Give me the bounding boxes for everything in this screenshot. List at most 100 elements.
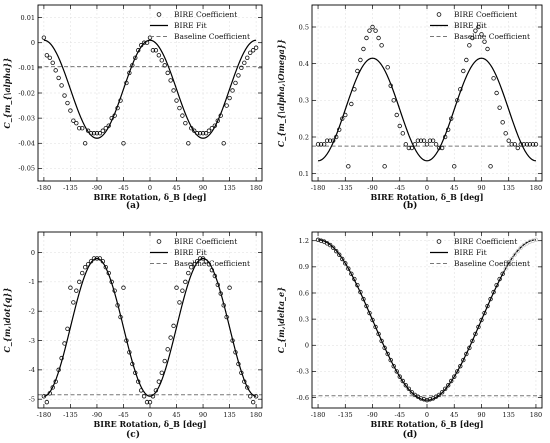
data-point [218, 291, 223, 296]
x-axis-title: BIRE Rotation, δ_B [deg] [370, 192, 483, 202]
data-point [168, 78, 173, 83]
data-point [203, 131, 209, 136]
data-point [476, 24, 481, 30]
data-point [112, 288, 117, 293]
fit-line [317, 57, 537, 162]
data-point [68, 285, 73, 290]
data-point [206, 262, 212, 267]
y-tick-label: -0.05 [18, 165, 35, 173]
data-point [349, 271, 354, 277]
data-point [212, 123, 218, 128]
data-point [50, 60, 55, 66]
data-point [44, 53, 50, 58]
data-point [233, 80, 238, 86]
data-point [194, 259, 200, 264]
data-point [324, 138, 330, 143]
data-point [337, 127, 342, 132]
data-point [100, 128, 106, 133]
data-point [144, 399, 150, 405]
data-point [439, 390, 445, 395]
data-point [506, 261, 511, 266]
data-point [206, 128, 212, 133]
x-tick-label: -180 [37, 411, 52, 419]
data-point [250, 48, 256, 53]
data-point [449, 378, 454, 384]
y-tick-label: 0.4 [299, 60, 309, 68]
data-point [394, 112, 399, 118]
data-point [340, 116, 345, 121]
data-point [127, 70, 132, 76]
data-point [364, 35, 369, 41]
data-point [250, 399, 256, 405]
data-point [171, 323, 176, 329]
data-point [80, 125, 85, 131]
data-point [47, 391, 52, 396]
panel-1: -180 -135 -90 -45 0 45 90 135 180 -0.05 -0.04 -0.03… [2, 4, 263, 211]
data-point [330, 245, 336, 250]
data-point [77, 279, 82, 285]
y-tick-label: 0.1 [299, 170, 309, 178]
data-point [358, 57, 363, 63]
data-point [183, 279, 188, 285]
data-point [503, 266, 508, 271]
data-point [168, 335, 173, 340]
data-point [503, 131, 508, 136]
x-tick-label: -180 [311, 411, 326, 419]
data-point [497, 105, 502, 110]
plot-frame [311, 4, 543, 182]
grid [38, 5, 262, 181]
y-tick-label: 0.9 [299, 263, 309, 271]
data-point [106, 270, 111, 276]
data-point [177, 300, 182, 305]
data-point [165, 347, 170, 352]
data-point [427, 138, 433, 143]
data-point [197, 256, 203, 261]
data-point [385, 65, 390, 70]
x-tick-label: 90 [199, 184, 207, 192]
data-point [242, 60, 247, 66]
data-point [62, 93, 67, 98]
data-point [130, 63, 135, 68]
data-point [409, 145, 415, 151]
x-tick-label: -45 [118, 411, 128, 419]
y-tick-label: -0.6 [296, 394, 309, 402]
data-point [458, 87, 463, 92]
x-tick-label: -135 [63, 184, 78, 192]
data-point [62, 341, 67, 346]
data-point [349, 101, 354, 107]
data-point [138, 43, 144, 48]
x-tick-label: -45 [395, 184, 405, 192]
data-point [180, 113, 185, 118]
data-point [455, 369, 460, 374]
data-point [327, 242, 333, 248]
data-point [488, 164, 493, 169]
data-point [343, 261, 348, 266]
data-point [461, 68, 466, 74]
data-point [209, 267, 215, 273]
legend-entry: BIRE Fit [174, 248, 207, 257]
data-point [91, 131, 97, 136]
x-tick-label: 135 [223, 184, 235, 192]
data-point [334, 248, 339, 254]
data-point [124, 338, 129, 343]
data-point [433, 142, 439, 147]
data-point [74, 120, 79, 126]
y-axis-title: C_{m_{\alpha,\Omega}} [276, 39, 286, 147]
y-tick-label: -0.3 [296, 368, 309, 376]
y-tick-label: 0.3 [299, 315, 309, 323]
y-tick-label: -2 [29, 308, 35, 316]
x-tick-label: 90 [477, 184, 485, 192]
data-point [82, 265, 88, 270]
x-tick-label: -45 [395, 411, 405, 419]
data-point [379, 338, 384, 344]
data-point [445, 127, 451, 132]
data-point [248, 50, 253, 55]
y-tick-label: -3 [29, 337, 35, 345]
panel-3: -180 -135 -90 -45 0 45 90 135 180-5-4-3-2-10BIRE… [2, 231, 263, 440]
data-point [162, 358, 167, 364]
data-point [221, 141, 226, 146]
y-tick-label: 0 [31, 249, 35, 257]
data-point [174, 98, 179, 103]
legend-entry: Baseline Coefficient [454, 32, 530, 41]
x-tick-label: 135 [502, 184, 514, 192]
